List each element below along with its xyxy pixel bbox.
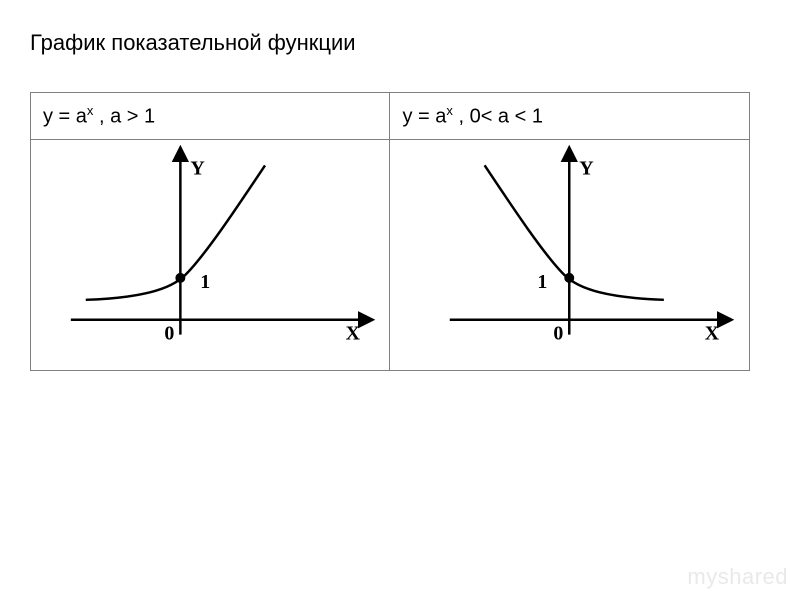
table-graph-row: Y X 0 1 Y X 0 1 [31,140,750,371]
exponential-increasing-graph: Y X 0 1 [31,140,389,370]
graph-cell-right: Y X 0 1 [390,140,750,371]
func-cond: , 0< a < 1 [453,106,543,128]
exponential-decreasing-graph: Y X 0 1 [390,140,749,370]
header-cell-right: y = ax , 0< a < 1 [390,93,750,140]
svg-text:0: 0 [554,323,564,345]
svg-text:1: 1 [200,271,210,293]
svg-text:X: X [346,323,361,345]
page-title: График показательной функции [30,30,356,56]
svg-text:Y: Y [190,157,204,179]
svg-text:X: X [705,323,720,345]
watermark: myshared [687,564,788,590]
svg-text:1: 1 [538,271,548,293]
func-cond: , a > 1 [93,106,155,128]
function-table: y = ax , a > 1 y = ax , 0< a < 1 Y X 0 1 Y X… [30,92,750,371]
graph-cell-left: Y X 0 1 [31,140,390,371]
header-cell-left: y = ax , a > 1 [31,93,390,140]
svg-text:Y: Y [580,157,594,179]
svg-text:0: 0 [164,323,174,345]
table-header-row: y = ax , a > 1 y = ax , 0< a < 1 [31,93,750,140]
func-base: y = a [402,106,446,128]
func-base: y = a [43,106,87,128]
